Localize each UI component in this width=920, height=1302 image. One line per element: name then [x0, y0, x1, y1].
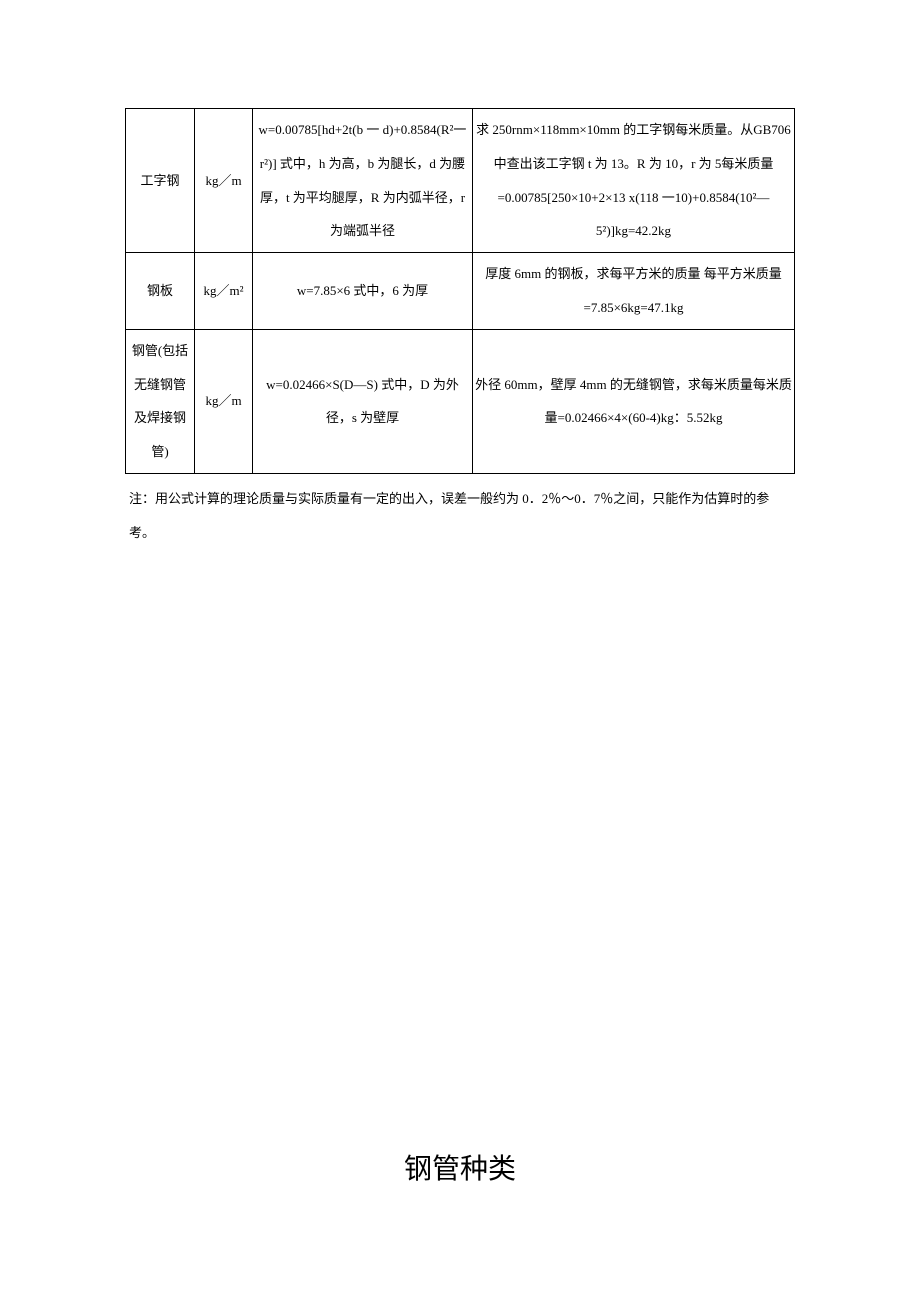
- cell-formula: w=7.85×6 式中，6 为厚: [253, 253, 473, 330]
- steel-properties-table: 工字钢 kg／m w=0.00785[hd+2t(b 一 d)+0.8584(R…: [125, 108, 795, 474]
- cell-name: 工字钢: [126, 109, 195, 253]
- cell-example: 外径 60mm，壁厚 4mm 的无缝钢管，求每米质量每米质量=0.02466×4…: [473, 329, 795, 473]
- table-body: 工字钢 kg／m w=0.00785[hd+2t(b 一 d)+0.8584(R…: [126, 109, 795, 474]
- cell-unit: kg／m²: [195, 253, 253, 330]
- page-container: 工字钢 kg／m w=0.00785[hd+2t(b 一 d)+0.8584(R…: [0, 0, 920, 550]
- table-row: 工字钢 kg／m w=0.00785[hd+2t(b 一 d)+0.8584(R…: [126, 109, 795, 253]
- note-text: 注：用公式计算的理论质量与实际质量有一定的出入，误差一般约为 0．2％～0．7％…: [125, 474, 795, 550]
- section-heading: 钢管种类: [0, 1147, 920, 1187]
- table-row: 钢板 kg／m² w=7.85×6 式中，6 为厚 厚度 6mm 的钢板，求每平…: [126, 253, 795, 330]
- cell-formula: w=0.00785[hd+2t(b 一 d)+0.8584(R²一 r²)] 式…: [253, 109, 473, 253]
- cell-formula: w=0.02466×S(D—S) 式中，D 为外径，s 为壁厚: [253, 329, 473, 473]
- table-row: 钢管(包括无缝钢管及焊接钢管) kg／m w=0.02466×S(D—S) 式中…: [126, 329, 795, 473]
- cell-unit: kg／m: [195, 329, 253, 473]
- cell-name: 钢板: [126, 253, 195, 330]
- cell-name: 钢管(包括无缝钢管及焊接钢管): [126, 329, 195, 473]
- cell-example: 厚度 6mm 的钢板，求每平方米的质量 每平方米质量=7.85×6kg=47.1…: [473, 253, 795, 330]
- cell-unit: kg／m: [195, 109, 253, 253]
- cell-example: 求 250rnm×118mm×10mm 的工字钢每米质量。从GB706 中查出该…: [473, 109, 795, 253]
